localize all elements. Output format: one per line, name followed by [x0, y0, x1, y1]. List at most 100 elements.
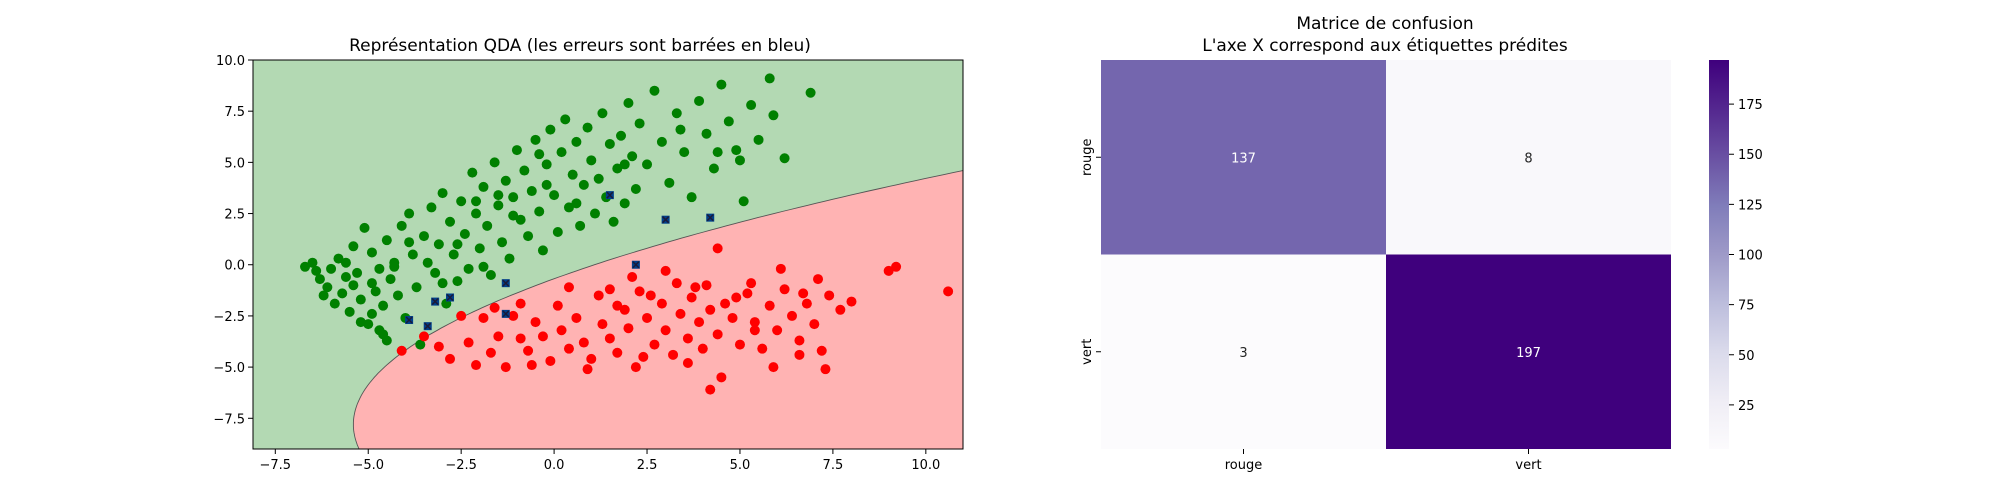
point-vert — [634, 118, 645, 129]
point-rouge — [835, 304, 846, 315]
point-vert — [452, 239, 463, 250]
point-rouge — [612, 347, 623, 358]
point-rouge — [463, 337, 474, 348]
colorbar-ticks: 25 50 75 100 125 150 175 — [1729, 98, 1763, 414]
point-rouge — [749, 317, 760, 328]
colorbar-tick-label: 25 — [1738, 399, 1755, 414]
point-rouge — [809, 319, 820, 330]
point-rouge — [794, 349, 805, 360]
point-vert — [604, 138, 615, 149]
heatmap-cells: 137 8 3 197 — [1101, 60, 1671, 449]
point-vert — [370, 286, 381, 297]
point-vert — [314, 274, 325, 285]
point-vert — [430, 267, 441, 278]
point-vert — [366, 247, 377, 258]
point-rouge — [593, 290, 604, 301]
point-rouge — [891, 261, 902, 272]
point-vert — [322, 282, 333, 293]
point-vert — [333, 253, 344, 264]
point-rouge — [779, 284, 790, 295]
point-vert — [708, 163, 719, 174]
point-vert — [418, 231, 429, 242]
point-rouge — [660, 265, 671, 276]
point-vert — [311, 265, 322, 276]
point-vert — [664, 177, 675, 188]
x-tick-label: 0.0 — [544, 458, 565, 473]
point-rouge — [697, 343, 708, 354]
point-vert — [511, 145, 522, 156]
point-vert — [723, 116, 734, 127]
x-tick-label: −7.5 — [260, 458, 292, 473]
point-vert — [563, 202, 574, 213]
point-vert — [326, 263, 337, 274]
point-vert — [530, 134, 541, 145]
point-vert — [552, 226, 563, 237]
point-rouge — [526, 360, 537, 371]
scatter-title: Représentation QDA (les erreurs sont bar… — [349, 36, 811, 56]
point-rouge — [508, 310, 519, 321]
heatmap-cell — [1101, 254, 1386, 449]
point-vert — [426, 202, 437, 213]
point-vert — [340, 272, 351, 283]
point-vert — [493, 200, 504, 211]
scatter-axes-frame — [252, 59, 964, 450]
point-rouge — [537, 331, 548, 342]
point-rouge — [515, 298, 526, 309]
point-vert — [656, 136, 667, 147]
point-rouge — [627, 272, 638, 283]
point-vert — [459, 229, 470, 240]
point-vert — [534, 206, 545, 217]
colorbar-tick-label: 150 — [1738, 148, 1763, 163]
point-vert — [467, 167, 478, 178]
point-rouge — [638, 351, 649, 362]
heatmap-x-label: vert — [1515, 458, 1541, 473]
point-vert — [437, 278, 448, 289]
error-marker — [423, 322, 432, 331]
point-rouge — [604, 333, 615, 344]
point-vert — [523, 231, 534, 242]
point-rouge — [846, 296, 857, 307]
point-vert — [526, 186, 537, 197]
heatmap-cell — [1386, 60, 1671, 255]
point-rouge — [813, 274, 824, 285]
point-vert — [560, 114, 571, 125]
point-vert — [612, 163, 623, 174]
point-vert — [404, 208, 415, 219]
point-vert — [541, 159, 552, 170]
heatmap-y-axis: rouge vert — [1080, 138, 1101, 365]
point-vert — [355, 317, 366, 328]
point-rouge — [883, 265, 894, 276]
point-vert — [474, 243, 485, 254]
point-vert — [642, 159, 653, 170]
point-vert — [389, 261, 400, 272]
point-vert — [608, 216, 619, 227]
point-vert — [582, 122, 593, 133]
scatter-x-axis: −7.5 −5.0 −2.5 0.0 2.5 5.0 7.5 10.0 — [260, 449, 940, 473]
point-vert — [768, 110, 779, 121]
point-vert — [344, 306, 355, 317]
point-rouge — [749, 325, 760, 336]
point-rouge — [816, 345, 827, 356]
point-rouge — [630, 362, 641, 373]
heatmap-y-label: vert — [1080, 339, 1095, 365]
point-rouge — [798, 288, 809, 299]
qda-scatter-panel: Représentation QDA (les erreurs sont bar… — [213, 36, 964, 473]
point-rouge — [746, 278, 757, 289]
y-tick-label: 2.5 — [224, 208, 245, 223]
point-vert — [671, 108, 682, 119]
point-rouge — [489, 302, 500, 313]
heatmap-cell — [1386, 254, 1671, 449]
point-vert — [738, 196, 749, 207]
point-vert — [541, 179, 552, 190]
point-vert — [508, 210, 519, 221]
point-vert — [348, 280, 359, 291]
point-vert — [437, 188, 448, 199]
error-marker — [501, 279, 510, 288]
heatmap-cell — [1101, 60, 1386, 255]
point-vert — [348, 241, 359, 252]
red-decision-region — [353, 170, 963, 449]
point-vert — [485, 269, 496, 280]
x-tick-label: 5.0 — [730, 458, 751, 473]
point-vert — [549, 190, 560, 201]
point-vert — [489, 157, 500, 168]
